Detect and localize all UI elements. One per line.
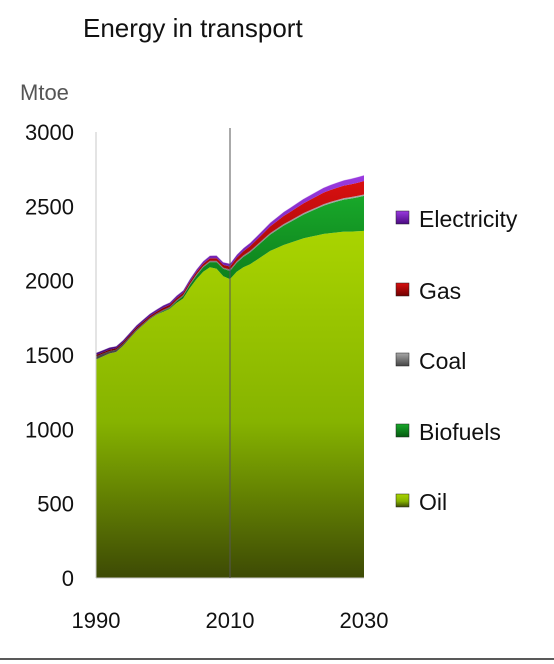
legend-swatch-coal — [395, 352, 410, 367]
y-tick-label: 3000 — [25, 120, 74, 145]
y-axis-unit-label: Mtoe — [20, 80, 69, 105]
legend-label-biofuels: Biofuels — [419, 419, 501, 445]
legend-label-electricity: Electricity — [419, 206, 518, 232]
y-tick-label: 2500 — [25, 194, 74, 219]
y-tick-label: 500 — [37, 492, 74, 517]
legend-swatch-biofuels — [395, 423, 410, 438]
x-tick-label: 2030 — [340, 608, 389, 633]
x-tick-label: 2010 — [206, 608, 255, 633]
y-tick-label: 0 — [62, 566, 74, 591]
y-tick-label: 2000 — [25, 269, 74, 294]
legend-label-gas: Gas — [419, 278, 461, 304]
legend: Electricity Gas Coal Biofuels Oil — [395, 206, 518, 515]
legend-swatch-oil — [395, 493, 410, 508]
y-tick-label: 1500 — [25, 343, 74, 368]
legend-swatch-gas — [395, 282, 410, 297]
legend-label-coal: Coal — [419, 348, 466, 374]
x-tick-label: 1990 — [72, 608, 121, 633]
axes: 0 500 1000 1500 2000 2500 3000 1990 2010 2030 — [25, 120, 388, 633]
legend-label-oil: Oil — [419, 489, 447, 515]
legend-swatch-electricity — [395, 210, 410, 225]
chart-title: Energy in transport — [83, 13, 303, 43]
y-tick-label: 1000 — [25, 417, 74, 442]
